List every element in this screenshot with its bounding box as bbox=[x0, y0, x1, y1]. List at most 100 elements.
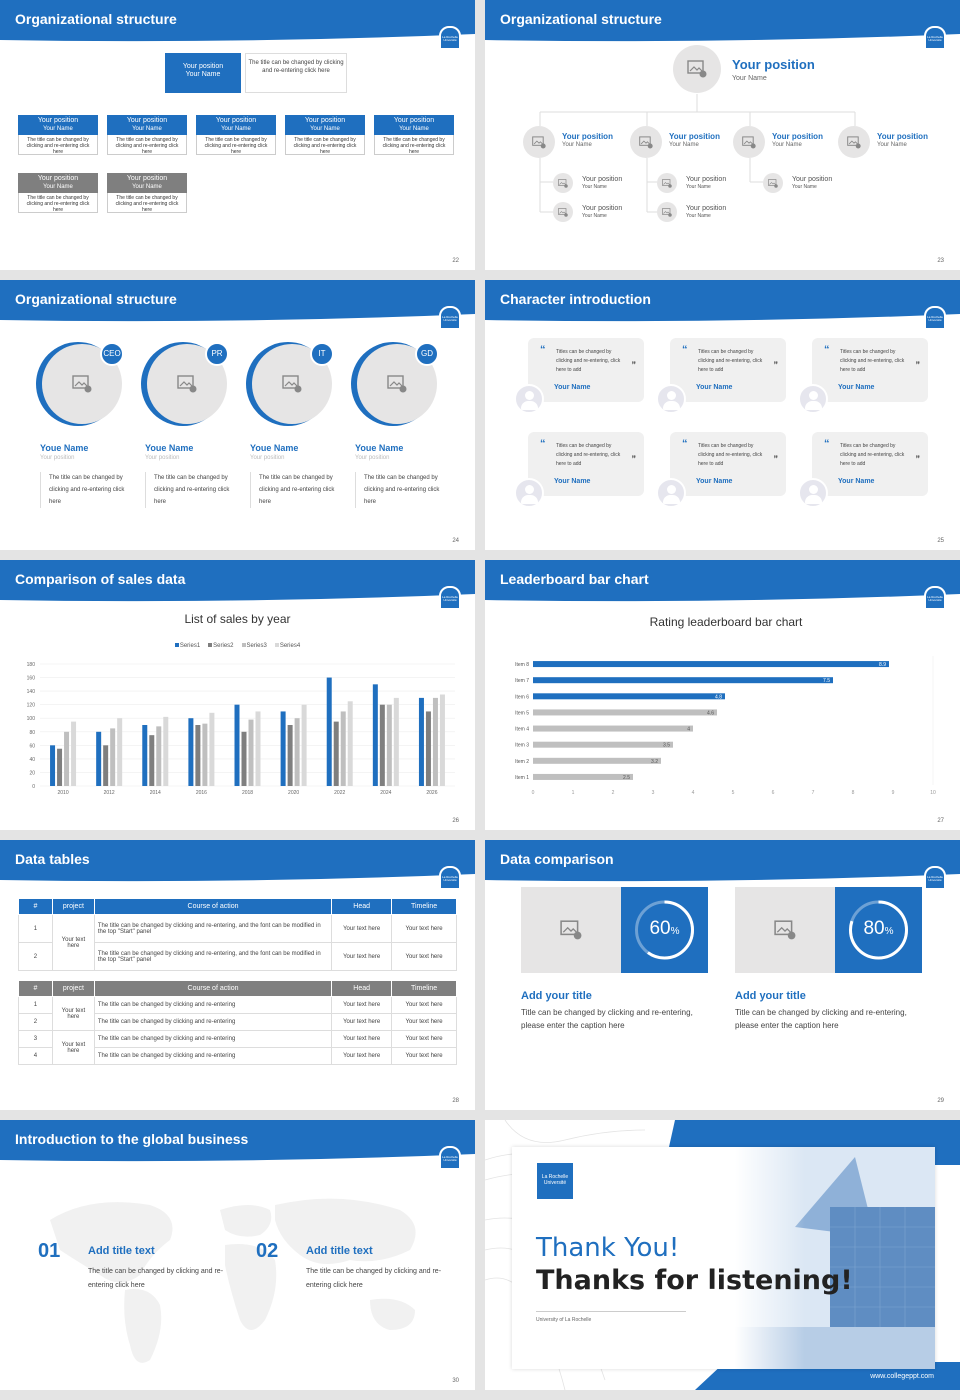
quote-card[interactable]: “ ” Titles can be changed by clicking and … bbox=[812, 338, 928, 402]
quote-card[interactable]: “ ” Titles can be changed by clicking and … bbox=[528, 432, 644, 496]
legend-label: Series4 bbox=[279, 643, 301, 649]
org-top-box[interactable]: Your position Your Name bbox=[165, 53, 241, 93]
university-logo: La Rochelle Université bbox=[439, 866, 461, 890]
image-placeholder-icon[interactable] bbox=[763, 173, 783, 193]
y-tick-label: Item 6 bbox=[515, 694, 529, 700]
action-cell: The title can be changed by clicking and… bbox=[93, 1047, 333, 1065]
y-tick-label: Item 4 bbox=[515, 727, 529, 733]
col-header: # bbox=[18, 898, 53, 915]
image-placeholder-icon[interactable] bbox=[553, 173, 573, 193]
item-number: 01 bbox=[38, 1240, 61, 1262]
avatar-icon bbox=[798, 384, 828, 414]
data-label: 4 bbox=[687, 727, 690, 733]
bar bbox=[533, 693, 725, 700]
image-placeholder-icon[interactable] bbox=[735, 887, 835, 973]
head-cell: Your text here bbox=[331, 996, 393, 1014]
slide-header: Organizational structure La Rochelle Uni… bbox=[0, 0, 475, 50]
open-quote: “ bbox=[540, 438, 546, 450]
org-box[interactable]: Your position Your Name The title can be c… bbox=[196, 115, 276, 155]
slide-27[interactable]: Leaderboard bar chart La Rochelle Univer… bbox=[485, 560, 960, 830]
col-header: Course of action bbox=[93, 898, 333, 915]
page-number: 30 bbox=[452, 1378, 459, 1384]
data-table-1: # project Course of action Head Timeline… bbox=[18, 898, 457, 971]
org-name: Your Name bbox=[582, 213, 607, 219]
quote-name: Your Name bbox=[696, 384, 733, 391]
slide-31[interactable]: La Rochelle Université Thank You! Thanks… bbox=[485, 1120, 960, 1390]
quote-card[interactable]: “ ” Titles can be changed by clicking and … bbox=[812, 432, 928, 496]
image-placeholder-icon[interactable] bbox=[838, 126, 870, 158]
quote-text: Titles can be changed by clicking and re… bbox=[840, 349, 905, 373]
bar bbox=[393, 697, 399, 786]
progress-arc bbox=[635, 900, 694, 960]
org-label: Your position Your Name bbox=[686, 205, 726, 219]
university-logo: La Rochelle Université bbox=[924, 306, 946, 330]
close-quote: ” bbox=[631, 454, 637, 464]
row-number: 1 bbox=[18, 996, 53, 1014]
slide-30[interactable]: Introduction to the global business La R… bbox=[0, 1120, 475, 1390]
close-quote: ” bbox=[773, 360, 779, 370]
quote-text: Titles can be changed by clicking and re… bbox=[556, 349, 621, 373]
image-placeholder-icon[interactable] bbox=[673, 45, 721, 93]
x-tick-label: 2020 bbox=[288, 790, 299, 796]
bar bbox=[117, 718, 123, 786]
org-box[interactable]: Your position Your Name The title can be c… bbox=[374, 115, 454, 155]
quote-card[interactable]: “ ” Titles can be changed by clicking and … bbox=[670, 432, 786, 496]
bar bbox=[64, 731, 70, 786]
slide-22[interactable]: Organizational structure La Rochelle Uni… bbox=[0, 0, 475, 270]
image-placeholder-icon[interactable] bbox=[523, 126, 555, 158]
quote-card[interactable]: “ ” Titles can be changed by clicking and … bbox=[670, 338, 786, 402]
legend-item: Series2 bbox=[208, 643, 234, 649]
slide-24[interactable]: Organizational structure La Rochelle Uni… bbox=[0, 280, 475, 550]
org-name: Your Name bbox=[582, 184, 607, 190]
org-box[interactable]: Your position Your Name The title can be c… bbox=[18, 115, 98, 155]
page-number: 24 bbox=[452, 538, 459, 544]
org-box[interactable]: Your position Your Name The title can be c… bbox=[285, 115, 365, 155]
quote-card[interactable]: “ ” Titles can be changed by clicking and … bbox=[528, 338, 644, 402]
bar bbox=[340, 711, 346, 786]
slide-29[interactable]: Data comparison La Rochelle Université 6… bbox=[485, 840, 960, 1110]
bar bbox=[202, 723, 208, 786]
member-photo[interactable]: GD bbox=[351, 342, 443, 430]
org-box[interactable]: Your position Your Name The title can be c… bbox=[107, 173, 187, 213]
row-number: 4 bbox=[18, 1047, 53, 1065]
org-box[interactable]: Your position Your Name The title can be c… bbox=[107, 115, 187, 155]
slide-26[interactable]: Comparison of sales data La Rochelle Uni… bbox=[0, 560, 475, 830]
slide-23[interactable]: Organizational structure La Rochelle Uni… bbox=[485, 0, 960, 270]
website-link[interactable]: www.collegeppt.com bbox=[870, 1373, 934, 1380]
image-placeholder-icon[interactable] bbox=[553, 202, 573, 222]
bar bbox=[50, 745, 56, 786]
org-position: Your position bbox=[37, 175, 79, 182]
image-placeholder-icon[interactable] bbox=[657, 202, 677, 222]
col-header: Timeline bbox=[391, 898, 457, 915]
legend-item: Series3 bbox=[241, 643, 267, 649]
org-name: Your Name bbox=[399, 126, 429, 132]
slide-header: Comparison of sales data La Rochelle Uni… bbox=[0, 560, 475, 610]
quote-name: Your Name bbox=[838, 478, 875, 485]
image-placeholder-icon[interactable] bbox=[521, 887, 621, 973]
image-placeholder-icon[interactable] bbox=[733, 126, 765, 158]
slide-header: Organizational structure La Rochelle Uni… bbox=[0, 280, 475, 330]
member-position: Your position bbox=[355, 455, 390, 461]
progress-panel: 80% bbox=[835, 887, 922, 973]
bar bbox=[533, 709, 717, 716]
item-desc: Title can be changed by clicking and re-… bbox=[735, 1008, 907, 1030]
org-desc: The title can be changed by clicking and… bbox=[374, 135, 454, 155]
slide-25[interactable]: Character introduction La Rochelle Unive… bbox=[485, 280, 960, 550]
slide-header: Organizational structure La Rochelle Uni… bbox=[485, 0, 960, 50]
org-name: Your Name bbox=[877, 142, 907, 148]
member-photo[interactable]: PR bbox=[141, 342, 233, 430]
org-top-label: Your position Your Name bbox=[732, 58, 815, 86]
project-cell: Your text here bbox=[51, 996, 95, 1031]
quote-text: Titles can be changed by clicking and re… bbox=[698, 443, 763, 467]
university-logo: La Rochelle Université bbox=[439, 26, 461, 50]
open-quote: “ bbox=[824, 344, 830, 356]
org-box[interactable]: Your position Your Name The title can be c… bbox=[18, 173, 98, 213]
member-position: Your position bbox=[250, 455, 285, 461]
slide-28[interactable]: Data tables La Rochelle Université # pro… bbox=[0, 840, 475, 1110]
org-label: Your position Your Name bbox=[582, 176, 622, 190]
image-placeholder-icon[interactable] bbox=[630, 126, 662, 158]
image-placeholder-icon[interactable] bbox=[657, 173, 677, 193]
quote-name: Your Name bbox=[554, 478, 591, 485]
member-photo[interactable]: CEO bbox=[36, 342, 128, 430]
member-photo[interactable]: IT bbox=[246, 342, 338, 430]
